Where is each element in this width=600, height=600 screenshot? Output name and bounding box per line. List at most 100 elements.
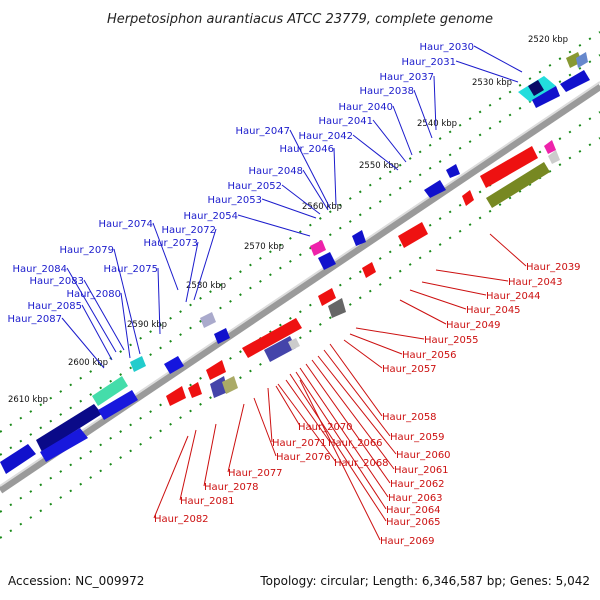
gene-reverse <box>486 162 550 208</box>
gene-label: Haur_2058 <box>382 412 437 423</box>
gene-reverse <box>462 190 474 206</box>
gene-label: Haur_2054 <box>183 211 238 222</box>
gene-forward <box>0 444 36 474</box>
accession-label: Accession: NC_009972 <box>8 574 144 588</box>
gene-label: Haur_2061 <box>394 465 449 476</box>
gene-reverse <box>362 262 376 278</box>
gene-forward <box>352 230 366 246</box>
gene-forward <box>560 70 590 92</box>
gene-forward <box>98 390 138 420</box>
gene-reverse <box>398 222 428 248</box>
forward-gene-labels: Haur_2030 Haur_2031 Haur_2037 Haur_2038 … <box>7 42 523 369</box>
gene-label: Haur_2076 <box>276 452 331 463</box>
gene-label: Haur_2056 <box>402 350 457 361</box>
gene-forward <box>318 252 336 270</box>
gene-forward <box>130 356 146 372</box>
gene-forward <box>532 86 560 108</box>
gene-label: Haur_2043 <box>508 277 563 288</box>
reverse-strand-genes <box>166 140 560 406</box>
gene-label: Haur_2057 <box>382 364 437 375</box>
gene-label: Haur_2079 <box>59 245 114 256</box>
gene-reverse <box>548 150 560 164</box>
gene-reverse <box>328 298 346 318</box>
gene-label: Haur_2038 <box>359 86 414 97</box>
gene-label: Haur_2030 <box>419 42 474 53</box>
gene-forward <box>164 356 184 374</box>
gene-reverse <box>206 360 226 380</box>
gene-label: Haur_2052 <box>227 181 282 192</box>
gene-label: Haur_2081 <box>180 496 235 507</box>
gene-label: Haur_2060 <box>396 450 451 461</box>
gene-reverse <box>264 336 296 362</box>
gene-forward <box>40 428 88 462</box>
gene-forward <box>310 240 326 256</box>
ruler-label: 2600 kbp <box>68 358 108 368</box>
reverse-gene-labels: Haur_2039 Haur_2043 Haur_2044 Haur_2045 … <box>153 233 581 547</box>
gene-label: Haur_2041 <box>318 116 373 127</box>
gene-label: Haur_2074 <box>98 219 153 230</box>
gene-label: Haur_2065 <box>386 517 441 528</box>
gene-label: Haur_2066 <box>328 438 383 449</box>
top-inner-track <box>0 54 600 456</box>
gene-forward <box>214 328 230 344</box>
gene-forward <box>576 52 588 68</box>
ruler-label: 2610 kbp <box>8 395 48 405</box>
gene-label: Haur_2073 <box>143 238 198 249</box>
gene-label: Haur_2044 <box>486 291 541 302</box>
gene-label: Haur_2082 <box>154 514 209 525</box>
gene-label: Haur_2075 <box>103 264 158 275</box>
genome-backbone <box>0 81 600 494</box>
ruler-label: 2550 kbp <box>359 161 399 171</box>
gene-label: Haur_2039 <box>526 262 581 273</box>
gene-forward <box>424 180 446 198</box>
forward-strand-genes <box>0 52 590 474</box>
bottom-outer-track <box>0 137 600 539</box>
ruler-label: 2590 kbp <box>127 320 167 330</box>
gene-label: Haur_2037 <box>379 72 434 83</box>
topology-summary: Topology: circular; Length: 6,346,587 bp… <box>259 574 590 588</box>
gene-label: Haur_2069 <box>380 536 435 547</box>
gene-forward <box>36 404 102 452</box>
gene-reverse <box>544 140 556 154</box>
gene-label: Haur_2080 <box>66 289 121 300</box>
gene-label: Haur_2084 <box>12 264 67 275</box>
gene-label: Haur_2083 <box>29 276 84 287</box>
gene-reverse <box>188 382 202 398</box>
gene-label: Haur_2068 <box>334 458 389 469</box>
gene-label: Haur_2077 <box>228 468 283 479</box>
gene-label: Haur_2049 <box>446 320 501 331</box>
ruler-labels: 2520 kbp 2530 kbp 2540 kbp 2550 kbp 2560… <box>8 35 568 405</box>
gene-label: Haur_2085 <box>27 301 82 312</box>
gene-reverse <box>166 386 186 406</box>
gene-label: Haur_2064 <box>386 505 441 516</box>
gene-label: Haur_2087 <box>7 314 62 325</box>
gene-reverse <box>480 146 538 188</box>
gene-reverse <box>222 376 238 394</box>
gene-label: Haur_2048 <box>248 166 303 177</box>
ruler-label: 2530 kbp <box>472 78 512 88</box>
map-title: Herpetosiphon aurantiacus ATCC 23779, co… <box>107 12 493 27</box>
gene-label: Haur_2055 <box>424 335 479 346</box>
ruler-label: 2580 kbp <box>186 281 226 291</box>
gene-label: Haur_2063 <box>388 493 443 504</box>
ruler-label: 2560 kbp <box>302 202 342 212</box>
gene-label: Haur_2031 <box>401 57 456 68</box>
gene-reverse <box>288 338 300 350</box>
gene-label: Haur_2059 <box>390 432 445 443</box>
gene-forward <box>200 312 216 328</box>
gene-label: Haur_2045 <box>466 305 521 316</box>
gene-reverse <box>318 288 336 306</box>
gene-label: Haur_2047 <box>235 126 290 137</box>
gene-reverse <box>242 318 302 358</box>
ruler-label: 2520 kbp <box>528 35 568 45</box>
gene-forward <box>446 164 460 178</box>
gene-label: Haur_2062 <box>390 479 445 490</box>
gene-label: Haur_2053 <box>207 195 262 206</box>
top-outer-track <box>0 31 600 433</box>
gene-label: Haur_2070 <box>298 422 353 433</box>
ruler-label: 2570 kbp <box>244 242 284 252</box>
gene-forward <box>92 376 128 406</box>
gene-label: Haur_2078 <box>204 482 259 493</box>
